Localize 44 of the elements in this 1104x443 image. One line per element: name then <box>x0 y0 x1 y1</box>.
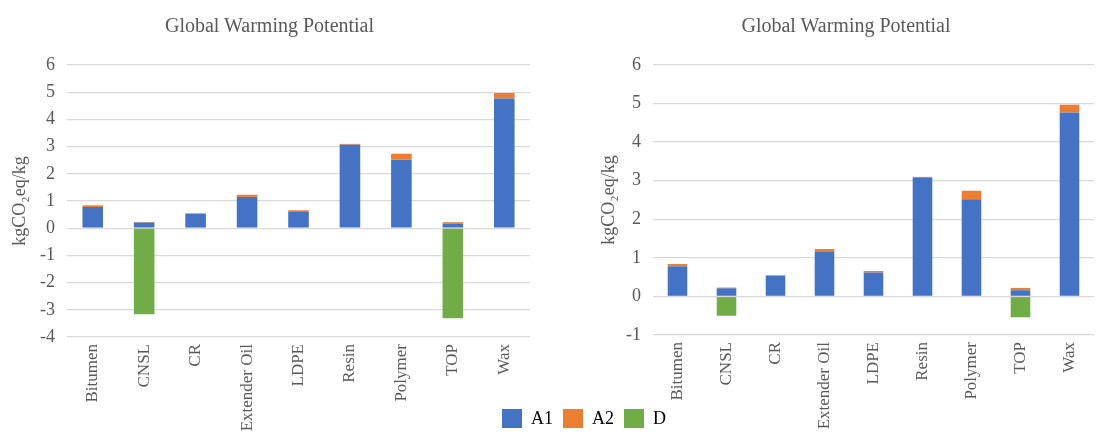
x-tick-label: Bitumen <box>82 343 102 403</box>
x-tick-label: Polymer <box>390 343 410 402</box>
y-tick-label: -3 <box>40 298 55 319</box>
y-tick-label: 6 <box>632 53 641 74</box>
y-tick-label: -2 <box>40 271 55 292</box>
x-tick-label: Wax <box>493 343 513 375</box>
y-tick-label: 3 <box>632 169 641 190</box>
y-tick-label: 0 <box>632 285 641 306</box>
y-tick-label: 6 <box>46 53 55 74</box>
x-tick-label: TOP <box>442 344 462 376</box>
y-axis-title: kgCO₂eq/kg <box>8 156 29 246</box>
y-tick-label: -1 <box>40 244 55 265</box>
y-tick-label: 2 <box>632 208 641 229</box>
x-tick-label: LDPE <box>862 342 882 385</box>
y-tick-label: 5 <box>46 80 55 101</box>
y-tick-label: 3 <box>46 135 55 156</box>
chart-title: Global Warming Potential <box>164 14 375 38</box>
legend-label: A2 <box>592 408 614 428</box>
y-tick-label: 2 <box>46 162 55 183</box>
x-tick-label: Wax <box>1058 341 1078 373</box>
y-tick-label: 4 <box>46 108 55 129</box>
x-tick-label: Extender Oil <box>813 341 833 430</box>
y-tick-label: 1 <box>46 189 55 210</box>
y-tick-label: -4 <box>40 325 55 346</box>
y-tick-label: 5 <box>632 92 641 113</box>
x-tick-label: Polymer <box>960 341 980 400</box>
x-tick-label: CR <box>185 343 205 367</box>
x-tick-label: CNSL <box>133 344 153 388</box>
y-tick-label: 0 <box>46 216 55 237</box>
x-tick-label: Bitumen <box>666 341 686 401</box>
y-tick-label: 1 <box>632 246 641 267</box>
x-tick-label: Resin <box>339 343 359 383</box>
x-tick-label: CR <box>764 341 784 365</box>
legend-label: D <box>653 408 666 428</box>
y-tick-label: -1 <box>626 323 641 344</box>
y-axis-title: kgCO₂eq/kg <box>597 155 618 245</box>
x-tick-label: Extender Oil <box>236 343 256 432</box>
x-tick-label: Resin <box>911 341 931 381</box>
chart-title: Global Warming Potential <box>741 14 951 38</box>
x-tick-label: LDPE <box>287 344 307 387</box>
legend-label: A1 <box>531 408 553 428</box>
x-tick-label: TOP <box>1009 342 1029 374</box>
y-tick-label: 4 <box>632 130 641 151</box>
x-tick-label: CNSL <box>715 342 735 386</box>
